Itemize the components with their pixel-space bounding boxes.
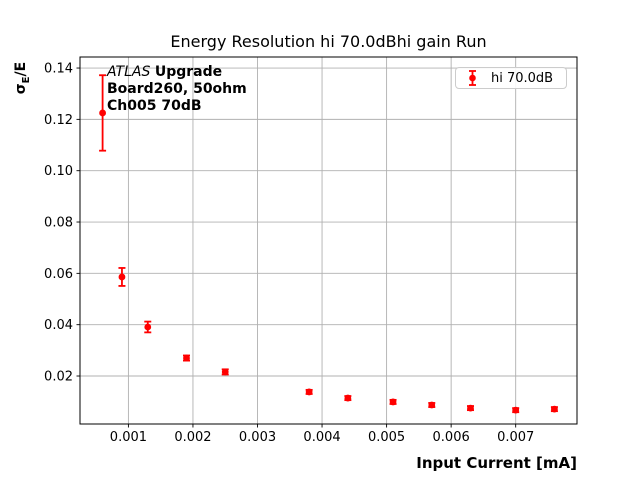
errorbar-marker-icon <box>469 70 476 86</box>
x-tick-label: 0.002 <box>174 430 211 445</box>
x-tick-label: 0.001 <box>110 430 147 445</box>
x-axis-label: Input Current [mA] <box>416 454 577 472</box>
data-point <box>118 273 126 281</box>
y-tick-label: 0.14 <box>44 62 73 77</box>
annotation-line1: ATLAS Upgrade <box>107 64 247 81</box>
x-tick-label: 0.003 <box>239 430 276 445</box>
y-tick-label: 0.12 <box>44 113 73 128</box>
annotation-line2: Board260, 50ohm <box>107 81 247 97</box>
x-tick-label: 0.007 <box>497 430 534 445</box>
x-tick-label: 0.005 <box>368 430 405 445</box>
legend-label: hi 70.0dB <box>491 70 554 86</box>
annotation-text: ATLAS Upgrade Board260, 50ohm Ch005 70dB <box>107 64 247 115</box>
x-tick-label: 0.006 <box>433 430 470 445</box>
data-point <box>428 401 436 409</box>
y-tick-label: 0.10 <box>44 164 73 179</box>
axes-frame <box>79 56 578 425</box>
legend: hi 70.0dB <box>455 67 567 89</box>
y-axis-label: σE/E <box>13 59 32 97</box>
data-point <box>551 405 558 413</box>
data-point <box>467 404 474 412</box>
y-axis-label-rest: /E <box>13 61 29 77</box>
y-tick-label: 0.04 <box>44 318 73 333</box>
data-point <box>99 109 106 117</box>
annotation-line3: Ch005 70dB <box>107 98 202 114</box>
data-point <box>512 406 520 414</box>
data-point <box>183 354 190 362</box>
y-axis-label-sigma: σ <box>13 83 29 95</box>
data-point <box>221 368 229 376</box>
annotation-atlas: ATLAS <box>107 64 151 80</box>
x-tick-label: 0.004 <box>303 430 340 445</box>
annotation-upgrade: Upgrade <box>154 64 223 80</box>
y-tick-label: 0.06 <box>44 267 73 282</box>
y-tick-label: 0.02 <box>44 370 73 385</box>
y-tick-label: 0.08 <box>44 216 73 231</box>
y-axis-label-sub: E <box>20 76 32 84</box>
data-point <box>344 394 352 402</box>
data-point <box>389 398 397 406</box>
data-point <box>305 388 313 396</box>
chart-title: Energy Resolution hi 70.0dBhi gain Run <box>170 32 487 51</box>
data-point <box>144 323 152 331</box>
